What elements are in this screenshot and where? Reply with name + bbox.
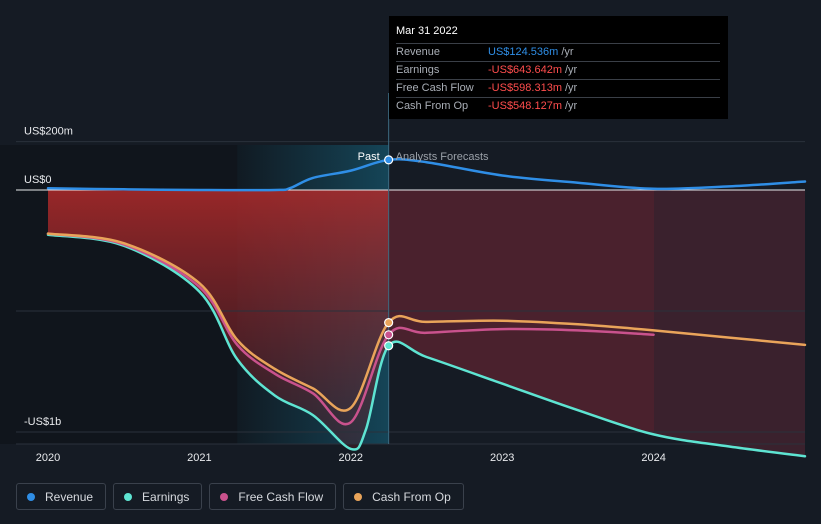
tooltip-row-label: Cash From Op: [396, 100, 469, 112]
y-axis-label: US$0: [24, 174, 52, 186]
tooltip-row-unit: /yr: [565, 64, 578, 76]
series-line-revenue: [46, 158, 807, 192]
tooltip-row: Earnings -US$643.642m/yr: [396, 61, 720, 79]
y-axis-label: US$200m: [24, 126, 73, 138]
tooltip-row: Cash From Op -US$548.127m/yr: [396, 97, 720, 115]
x-tick-label: 2023: [490, 452, 514, 464]
tooltip-row-value: -US$643.642m: [488, 64, 562, 76]
legend-dot-icon: [27, 492, 35, 501]
tooltip-row: Revenue US$124.536m/yr: [396, 43, 720, 61]
legend-dot-icon: [124, 492, 133, 501]
legend-label: Earnings: [142, 489, 190, 504]
tooltip-row: Free Cash Flow -US$598.313m/yr: [396, 79, 720, 97]
tooltip-row-value: US$124.536m: [488, 46, 559, 58]
legend-dot-icon: [354, 492, 363, 501]
tooltip-row-value: -US$598.313m: [488, 82, 562, 94]
legend-label: Cash From Op: [372, 489, 451, 504]
legend-item-cash-from-op[interactable]: Cash From Op: [343, 483, 464, 510]
series-line-free-cash-flow: [46, 232, 655, 426]
legend-dot-icon: [220, 492, 229, 501]
earnings-area-forecast-late: [654, 190, 805, 457]
tooltip-row-label: Free Cash Flow: [396, 82, 474, 94]
marker-free-cash-flow: [384, 330, 394, 340]
y-axis-label: -US$1b: [24, 416, 61, 428]
tooltip-row-label: Earnings: [396, 64, 440, 76]
earnings-area-forecast: [389, 190, 654, 435]
legend-item-revenue[interactable]: Revenue: [16, 483, 107, 510]
marker-cash-from-op: [384, 318, 394, 328]
marker-revenue: [384, 155, 394, 165]
past-label: Past: [358, 151, 380, 163]
legend-item-earnings[interactable]: Earnings: [113, 483, 203, 510]
x-tick-label: 2020: [36, 452, 60, 464]
legend-label: Free Cash Flow: [238, 489, 324, 504]
marker-earnings: [384, 341, 394, 351]
legend-label: Revenue: [45, 489, 94, 504]
series-line-earnings: [46, 233, 807, 458]
tooltip-row-label: Revenue: [396, 46, 441, 58]
tooltip-row-unit: /yr: [561, 46, 574, 58]
tooltip-row-value: -US$548.127m: [488, 100, 562, 112]
tooltip: Mar 31 2022 Revenue US$124.536m/yr Earning…: [389, 16, 728, 119]
x-tick-label: 2021: [187, 452, 211, 464]
tooltip-date: Mar 31 2022: [396, 25, 458, 37]
x-tick-label: 2024: [641, 452, 665, 464]
series-line-cash-from-op: [46, 232, 807, 412]
tooltip-row-unit: /yr: [565, 100, 578, 112]
legend-item-free-cash-flow[interactable]: Free Cash Flow: [209, 483, 337, 510]
legend: Revenue Earnings Free Cash Flow Cash From O…: [16, 483, 464, 510]
tooltip-row-unit: /yr: [565, 82, 578, 94]
x-tick-label: 2022: [339, 452, 363, 464]
forecast-label: Analysts Forecasts: [396, 151, 489, 163]
